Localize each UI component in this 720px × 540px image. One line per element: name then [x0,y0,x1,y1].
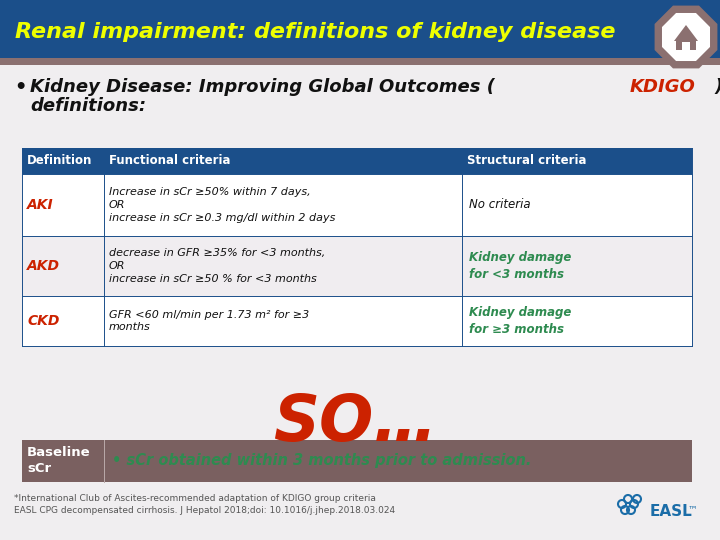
Polygon shape [654,5,717,69]
Text: • sCr obtained within 3 months prior to admission.: • sCr obtained within 3 months prior to … [112,454,531,469]
FancyBboxPatch shape [22,148,692,174]
FancyBboxPatch shape [22,174,692,236]
Text: No criteria: No criteria [469,199,531,212]
Text: AKI: AKI [27,198,53,212]
Text: EASL: EASL [650,504,693,519]
Text: Increase in sCr ≥50% within 7 days,
OR
increase in sCr ≥0.3 mg/dl within 2 days: Increase in sCr ≥50% within 7 days, OR i… [109,187,336,223]
Text: Definition: Definition [27,154,92,167]
Text: •: • [14,78,27,97]
FancyBboxPatch shape [22,296,692,346]
Text: SO…: SO… [273,392,437,454]
Text: KDIGO: KDIGO [630,78,696,96]
Text: AKD: AKD [27,259,60,273]
Text: Kidney damage
for <3 months: Kidney damage for <3 months [469,251,572,281]
FancyBboxPatch shape [682,42,690,50]
Polygon shape [662,13,710,61]
Text: Baseline
sCr: Baseline sCr [27,447,91,476]
Polygon shape [674,25,698,41]
FancyBboxPatch shape [0,58,720,65]
Text: CKD: CKD [27,314,59,328]
Polygon shape [676,29,696,50]
Text: Functional criteria: Functional criteria [109,154,230,167]
Text: *International Club of Ascites-recommended adaptation of KDIGO group criteria: *International Club of Ascites-recommend… [14,494,376,503]
FancyBboxPatch shape [22,236,692,296]
Text: ) group: ) group [715,78,720,96]
FancyBboxPatch shape [22,440,692,482]
Text: Renal impairment: definitions of kidney disease: Renal impairment: definitions of kidney … [15,22,616,42]
FancyBboxPatch shape [0,0,720,58]
Text: definitions:: definitions: [30,97,146,115]
Text: ™: ™ [688,504,698,514]
Text: Kidney damage
for ≥3 months: Kidney damage for ≥3 months [469,306,572,336]
Text: GFR <60 ml/min per 1.73 m² for ≥3
months: GFR <60 ml/min per 1.73 m² for ≥3 months [109,309,310,333]
Text: decrease in GFR ≥35% for <3 months,
OR
increase in sCr ≥50 % for <3 months: decrease in GFR ≥35% for <3 months, OR i… [109,248,325,284]
Text: EASL CPG decompensated cirrhosis. J Hepatol 2018;doi: 10.1016/j.jhep.2018.03.024: EASL CPG decompensated cirrhosis. J Hepa… [14,506,395,515]
Text: Structural criteria: Structural criteria [467,154,587,167]
Text: Kidney Disease: Improving Global Outcomes (: Kidney Disease: Improving Global Outcome… [30,78,495,96]
